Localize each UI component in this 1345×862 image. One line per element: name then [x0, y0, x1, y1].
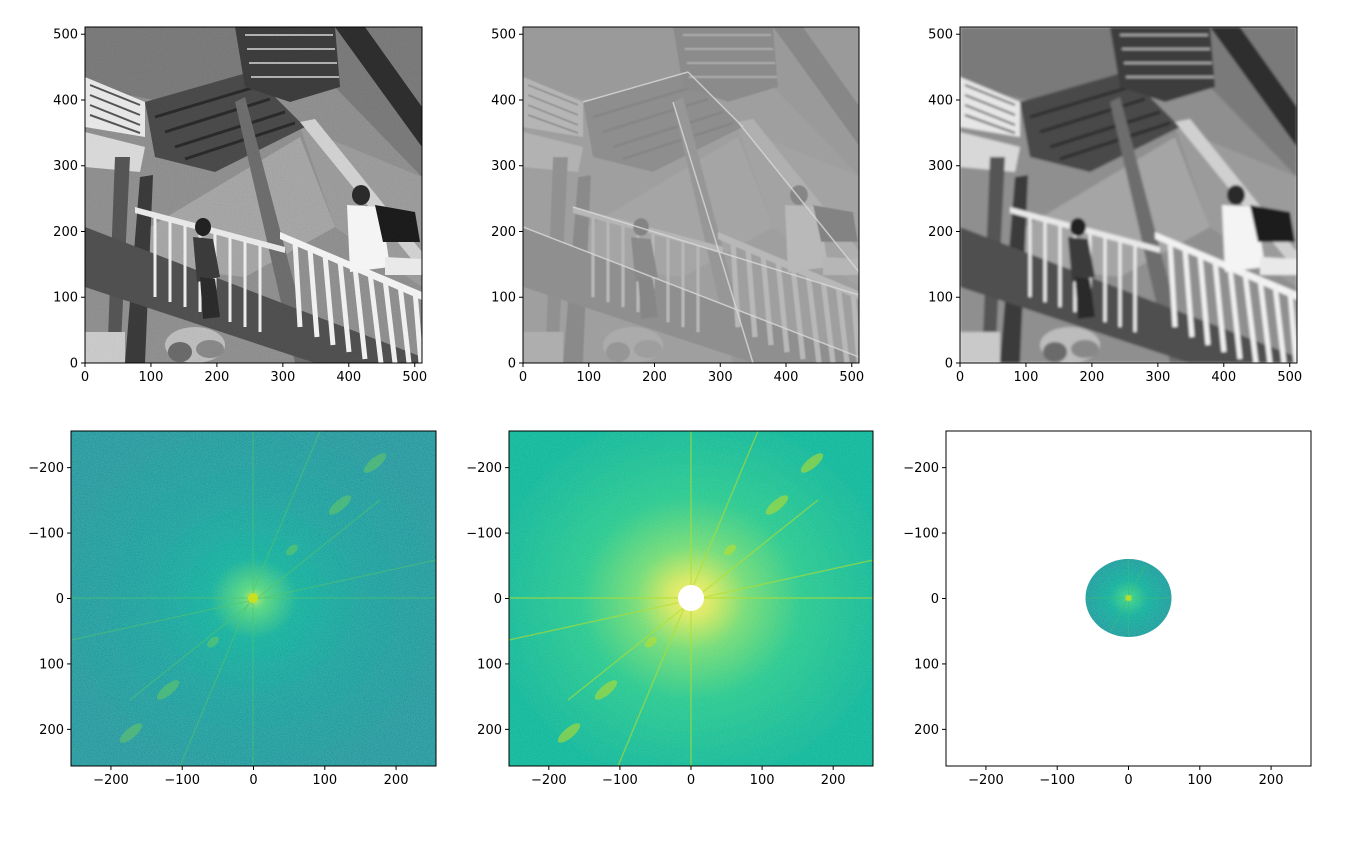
y-tick-label: 500 [928, 28, 953, 43]
y-tick-label: 100 [914, 657, 939, 672]
x-tick-label: 200 [1079, 370, 1104, 385]
image-panel-lowpass [959, 26, 1298, 364]
y-tick-label: 200 [928, 225, 953, 240]
y-tick-label: 0 [494, 592, 502, 607]
x-tick-label: 500 [402, 370, 427, 385]
y-tick-label: 200 [477, 723, 502, 738]
y-tick-label: 0 [70, 357, 78, 372]
x-tick-label: 0 [687, 773, 695, 788]
axes-layer: 0 100 200 300 400 500 0 100 200 300 400 500 0 100 200 3… [28, 28, 1302, 788]
y-tick-label: −100 [28, 527, 64, 542]
spectrum-panel-highpass [508, 430, 874, 767]
y-tick-label: 200 [39, 723, 64, 738]
y-tick-label: 200 [914, 723, 939, 738]
x-tick-label: 200 [384, 773, 409, 788]
x-tick-label: −200 [93, 773, 129, 788]
y-tick-label: 300 [928, 159, 953, 174]
x-tick-label: 300 [270, 370, 295, 385]
x-tick-label: 100 [576, 370, 601, 385]
x-tick-label: 100 [750, 773, 775, 788]
x-tick-label: 0 [956, 370, 964, 385]
y-tick-label: 0 [508, 357, 516, 372]
y-tick-label: 0 [931, 592, 939, 607]
x-tick-label: 0 [1124, 773, 1132, 788]
x-tick-label: −100 [1039, 773, 1075, 788]
y-tick-label: 400 [491, 93, 516, 108]
x-tick-label: 200 [204, 370, 229, 385]
x-tick-label: −100 [164, 773, 200, 788]
spectrum-panel-lowpass [945, 430, 1312, 767]
y-tick-label: 400 [53, 93, 78, 108]
y-tick-label: 0 [56, 592, 64, 607]
x-tick-label: −200 [531, 773, 567, 788]
y-tick-label: 100 [477, 657, 502, 672]
y-tick-label: 100 [928, 291, 953, 306]
x-tick-label: 300 [708, 370, 733, 385]
y-tick-label: −100 [466, 527, 502, 542]
x-tick-label: 300 [1145, 370, 1170, 385]
spectrum-panel-full [70, 430, 437, 767]
y-tick-label: −200 [466, 461, 502, 476]
x-tick-label: −200 [968, 773, 1004, 788]
x-tick-label: 500 [839, 370, 864, 385]
x-tick-label: 100 [312, 773, 337, 788]
x-tick-label: 100 [1187, 773, 1212, 788]
image-panel-original [84, 26, 423, 364]
y-tick-label: 200 [53, 225, 78, 240]
y-tick-label: 0 [945, 357, 953, 372]
y-tick-label: 300 [491, 159, 516, 174]
y-tick-label: 100 [53, 291, 78, 306]
y-tick-label: −100 [903, 527, 939, 542]
x-tick-label: 0 [81, 370, 89, 385]
x-tick-label: 0 [249, 773, 257, 788]
x-tick-label: 100 [139, 370, 164, 385]
x-tick-label: 500 [1277, 370, 1302, 385]
low-frequency-disc [1085, 559, 1172, 637]
x-tick-label: −100 [602, 773, 638, 788]
y-tick-label: 100 [491, 291, 516, 306]
y-tick-label: −200 [28, 461, 64, 476]
x-tick-label: 0 [519, 370, 527, 385]
y-tick-label: −200 [903, 461, 939, 476]
y-tick-label: 500 [53, 28, 78, 43]
image-panel-highpass [522, 26, 860, 364]
x-tick-label: 400 [774, 370, 799, 385]
y-tick-label: 200 [491, 225, 516, 240]
x-tick-label: 200 [1259, 773, 1284, 788]
y-tick-label: 300 [53, 159, 78, 174]
x-tick-label: 100 [1014, 370, 1039, 385]
y-tick-label: 100 [39, 657, 64, 672]
x-tick-label: 200 [821, 773, 846, 788]
low-frequency-mask-hole [678, 585, 704, 611]
x-tick-label: 400 [1211, 370, 1236, 385]
x-tick-label: 400 [336, 370, 361, 385]
y-tick-label: 400 [928, 93, 953, 108]
y-tick-label: 500 [491, 28, 516, 43]
x-tick-label: 200 [642, 370, 667, 385]
